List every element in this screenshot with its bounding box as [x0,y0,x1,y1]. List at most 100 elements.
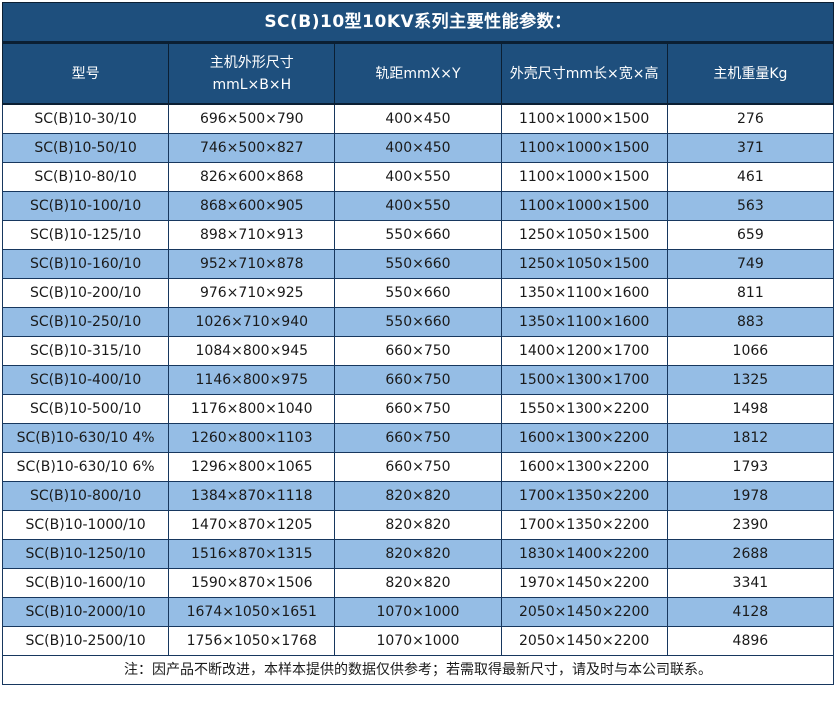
table-row: SC(B)10-2000/10 1674×1050×1651 1070×1000 20… [1,597,835,627]
column-header: 主机外形尺寸 mmL×B×H [168,43,336,105]
page-title: SC(B)10型10KV系列主要性能参数： [2,2,834,43]
table-cell: 2050×1450×2200 [500,597,668,627]
table-cell: 749 [666,249,835,279]
table-cell: 1084×800×945 [168,336,336,366]
table-cell: 2050×1450×2200 [500,626,668,656]
table-cell: 1550×1300×2200 [500,394,668,424]
table-cell: 400×450 [334,103,502,134]
table-cell: 660×750 [334,336,502,366]
column-header: 型号 [1,43,170,105]
table-cell: 3341 [666,568,835,598]
table-row: SC(B)10-125/10 898×710×913 550×660 1250×105… [1,220,835,250]
table-cell: 1350×1100×1600 [500,307,668,337]
table-cell: 1176×800×1040 [168,394,336,424]
table-cell: 550×660 [334,220,502,250]
table-row: SC(B)10-1250/10 1516×870×1315 820×820 1830×… [1,539,835,569]
table-row: SC(B)10-315/10 1084×800×945 660×750 1400×12… [1,336,835,366]
table-cell: 820×820 [334,481,502,511]
table-cell: SC(B)10-315/10 [1,336,170,366]
table-cell: 696×500×790 [168,103,336,134]
table-cell: 1600×1300×2200 [500,423,668,453]
table-cell: SC(B)10-1250/10 [1,539,170,569]
table-cell: 1100×1000×1500 [500,133,668,163]
table-cell: 550×660 [334,249,502,279]
table-cell: 1325 [666,365,835,395]
table-cell: 400×450 [334,133,502,163]
table-cell: 1146×800×975 [168,365,336,395]
table-row: SC(B)10-100/10 868×600×905 400×550 1100×100… [1,191,835,221]
table-cell: 1400×1200×1700 [500,336,668,366]
table-row: SC(B)10-80/10 826×600×868 400×550 1100×1000… [1,162,835,192]
table-cell: SC(B)10-2000/10 [1,597,170,627]
table-cell: 1100×1000×1500 [500,103,668,134]
footnote: 注：因产品不断改进，本样本提供的数据仅供参考；若需取得最新尺寸，请及时与本公司联… [2,656,834,685]
table-cell: 371 [666,133,835,163]
spec-table: 型号 主机外形尺寸 mmL×B×H 轨距mmX×Y 外壳尺寸mm长×宽×高 主机重量Kg … [1,43,835,656]
table-cell: 1470×870×1205 [168,510,336,540]
table-row: SC(B)10-630/10 4% 1260×800×1103 660×750 160… [1,423,835,453]
table-row: SC(B)10-200/10 976×710×925 550×660 1350×110… [1,278,835,308]
table-cell: 1500×1300×1700 [500,365,668,395]
table-cell: 1674×1050×1651 [168,597,336,627]
table-cell: SC(B)10-630/10 4% [1,423,170,453]
table-cell: 1100×1000×1500 [500,191,668,221]
table-cell: SC(B)10-30/10 [1,103,170,134]
table-cell: 1250×1050×1500 [500,249,668,279]
table-cell: 1600×1300×2200 [500,452,668,482]
table-cell: 1260×800×1103 [168,423,336,453]
table-cell: 1590×870×1506 [168,568,336,598]
table-cell: SC(B)10-80/10 [1,162,170,192]
table-cell: SC(B)10-630/10 6% [1,452,170,482]
table-cell: 883 [666,307,835,337]
table-cell: 1498 [666,394,835,424]
table-cell: SC(B)10-1000/10 [1,510,170,540]
table-cell: 660×750 [334,452,502,482]
table-cell: 1516×870×1315 [168,539,336,569]
table-cell: SC(B)10-2500/10 [1,626,170,656]
table-cell: SC(B)10-50/10 [1,133,170,163]
table-cell: 550×660 [334,278,502,308]
table-cell: 1793 [666,452,835,482]
table-row: SC(B)10-160/10 952×710×878 550×660 1250×105… [1,249,835,279]
table-cell: 563 [666,191,835,221]
table-cell: 1812 [666,423,835,453]
table-cell: 820×820 [334,510,502,540]
table-cell: SC(B)10-500/10 [1,394,170,424]
table-cell: SC(B)10-125/10 [1,220,170,250]
header-row: 型号 主机外形尺寸 mmL×B×H 轨距mmX×Y 外壳尺寸mm长×宽×高 主机重量Kg [1,43,835,105]
column-header: 轨距mmX×Y [334,43,502,105]
table-cell: SC(B)10-200/10 [1,278,170,308]
table-row: SC(B)10-1600/10 1590×870×1506 820×820 1970×… [1,568,835,598]
table-cell: 1100×1000×1500 [500,162,668,192]
table-cell: 276 [666,103,835,134]
table-cell: 550×660 [334,307,502,337]
table-cell: 1250×1050×1500 [500,220,668,250]
table-cell: 2390 [666,510,835,540]
table-cell: 4128 [666,597,835,627]
table-row: SC(B)10-400/10 1146×800×975 660×750 1500×13… [1,365,835,395]
table-cell: 811 [666,278,835,308]
table-cell: 826×600×868 [168,162,336,192]
table-cell: SC(B)10-800/10 [1,481,170,511]
table-cell: 1070×1000 [334,626,502,656]
table-cell: 1066 [666,336,835,366]
table-cell: 461 [666,162,835,192]
table-row: SC(B)10-1000/10 1470×870×1205 820×820 1700×… [1,510,835,540]
table-row: SC(B)10-630/10 6% 1296×800×1065 660×750 160… [1,452,835,482]
table-cell: 1026×710×940 [168,307,336,337]
column-header: 主机重量Kg [666,43,835,105]
table-cell: 400×550 [334,162,502,192]
table-cell: 1384×870×1118 [168,481,336,511]
table-cell: 1070×1000 [334,597,502,627]
table-row: SC(B)10-2500/10 1756×1050×1768 1070×1000 20… [1,626,835,656]
table-cell: 976×710×925 [168,278,336,308]
table-cell: 1830×1400×2200 [500,539,668,569]
table-cell: 820×820 [334,539,502,569]
table-row: SC(B)10-50/10 746×500×827 400×450 1100×1000… [1,133,835,163]
table-header: 型号 主机外形尺寸 mmL×B×H 轨距mmX×Y 外壳尺寸mm长×宽×高 主机重量Kg [1,43,835,105]
table-cell: 4896 [666,626,835,656]
table-cell: 820×820 [334,568,502,598]
table-cell: 1350×1100×1600 [500,278,668,308]
spec-sheet: SC(B)10型10KV系列主要性能参数： 型号 主机外形尺寸 mmL×B×H 轨距m… [1,2,835,685]
table-cell: 1970×1450×2200 [500,568,668,598]
